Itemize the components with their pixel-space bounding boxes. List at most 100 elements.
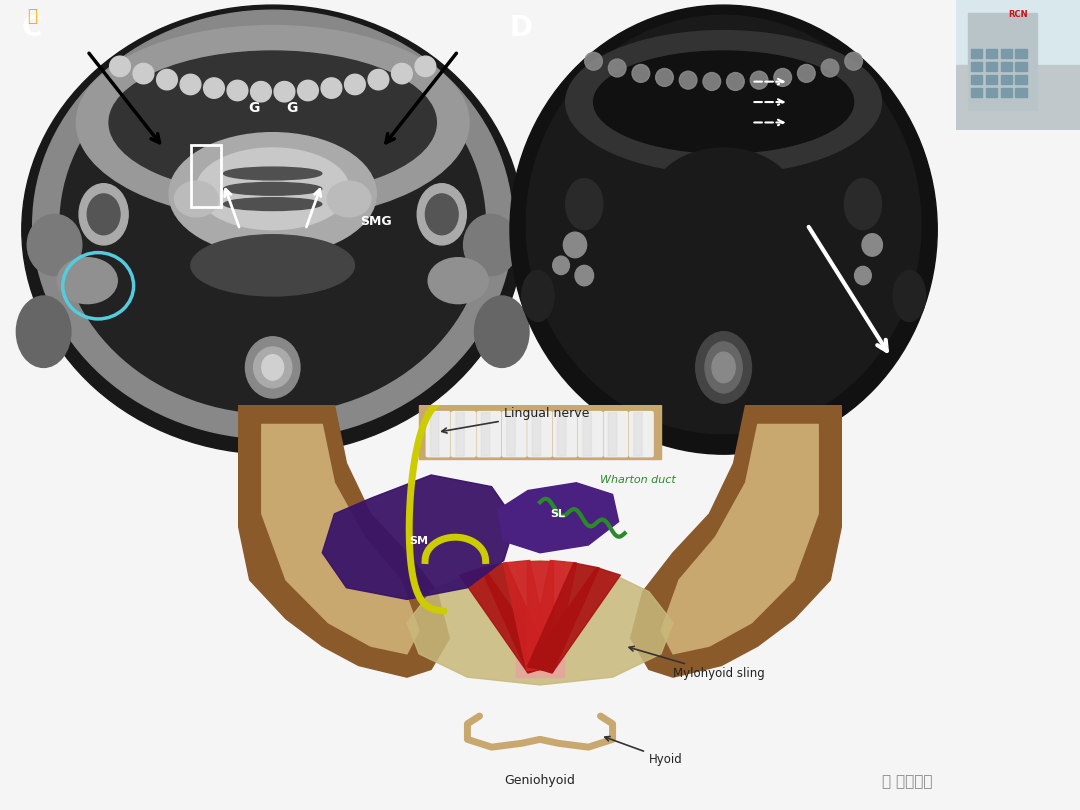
Ellipse shape xyxy=(656,69,673,87)
FancyBboxPatch shape xyxy=(557,412,566,456)
FancyBboxPatch shape xyxy=(431,412,438,456)
Ellipse shape xyxy=(705,342,742,393)
Ellipse shape xyxy=(60,36,485,413)
Ellipse shape xyxy=(110,56,131,77)
Text: Lingual nerve: Lingual nerve xyxy=(442,407,589,433)
Bar xyxy=(968,13,1037,110)
FancyBboxPatch shape xyxy=(482,412,490,456)
Circle shape xyxy=(564,232,586,258)
Ellipse shape xyxy=(751,71,768,89)
Ellipse shape xyxy=(845,179,881,230)
Text: G: G xyxy=(248,101,259,115)
FancyBboxPatch shape xyxy=(477,411,501,457)
FancyBboxPatch shape xyxy=(456,412,464,456)
Ellipse shape xyxy=(522,271,554,322)
FancyBboxPatch shape xyxy=(579,411,603,457)
Polygon shape xyxy=(516,561,564,677)
Ellipse shape xyxy=(845,53,863,70)
Bar xyxy=(986,75,997,84)
Bar xyxy=(971,49,982,58)
Ellipse shape xyxy=(774,69,792,87)
FancyBboxPatch shape xyxy=(532,412,541,456)
FancyBboxPatch shape xyxy=(583,412,592,456)
Bar xyxy=(956,65,1080,130)
Ellipse shape xyxy=(703,73,720,91)
Polygon shape xyxy=(481,563,553,672)
Ellipse shape xyxy=(608,59,626,77)
Ellipse shape xyxy=(510,5,937,454)
Ellipse shape xyxy=(87,194,120,235)
Text: Mylohyoid sling: Mylohyoid sling xyxy=(630,646,765,680)
Text: SM: SM xyxy=(409,536,429,546)
Ellipse shape xyxy=(893,271,926,322)
Circle shape xyxy=(553,256,569,275)
Polygon shape xyxy=(322,475,516,599)
Bar xyxy=(971,62,982,71)
Polygon shape xyxy=(503,561,553,671)
FancyBboxPatch shape xyxy=(451,411,475,457)
Bar xyxy=(986,49,997,58)
Text: 🐾 影领学苑: 🐾 影领学苑 xyxy=(882,774,932,789)
Ellipse shape xyxy=(224,167,322,180)
Ellipse shape xyxy=(197,148,349,229)
Ellipse shape xyxy=(57,258,118,304)
Text: G: G xyxy=(286,101,298,115)
Bar xyxy=(1000,49,1012,58)
Ellipse shape xyxy=(426,194,458,235)
Polygon shape xyxy=(527,563,599,672)
Text: Geniohyoid: Geniohyoid xyxy=(504,774,576,787)
FancyBboxPatch shape xyxy=(608,412,617,456)
Bar xyxy=(1015,88,1027,97)
Ellipse shape xyxy=(392,63,413,83)
Ellipse shape xyxy=(204,78,225,98)
Bar xyxy=(1000,88,1012,97)
Text: RCN: RCN xyxy=(1008,11,1028,19)
Ellipse shape xyxy=(649,148,798,260)
Circle shape xyxy=(854,266,872,285)
Bar xyxy=(986,88,997,97)
Bar xyxy=(986,62,997,71)
Ellipse shape xyxy=(727,73,744,91)
Ellipse shape xyxy=(463,215,518,275)
Ellipse shape xyxy=(79,184,129,245)
Ellipse shape xyxy=(157,70,177,90)
Bar xyxy=(971,88,982,97)
Ellipse shape xyxy=(224,182,322,195)
Circle shape xyxy=(862,234,882,256)
FancyBboxPatch shape xyxy=(427,411,450,457)
Ellipse shape xyxy=(227,80,247,100)
Polygon shape xyxy=(261,424,419,654)
Ellipse shape xyxy=(77,25,469,220)
Ellipse shape xyxy=(175,181,218,217)
Polygon shape xyxy=(661,424,819,654)
Text: C: C xyxy=(22,14,42,42)
Polygon shape xyxy=(460,568,552,673)
Polygon shape xyxy=(527,561,577,671)
Ellipse shape xyxy=(27,215,82,275)
Ellipse shape xyxy=(345,75,365,95)
Ellipse shape xyxy=(428,258,488,304)
Ellipse shape xyxy=(16,296,71,368)
Ellipse shape xyxy=(298,80,319,100)
Text: Hyoid: Hyoid xyxy=(605,736,683,765)
FancyBboxPatch shape xyxy=(507,412,515,456)
Bar xyxy=(1015,75,1027,84)
Bar xyxy=(1015,62,1027,71)
Polygon shape xyxy=(528,568,620,673)
Ellipse shape xyxy=(327,181,370,217)
Ellipse shape xyxy=(191,235,354,296)
Text: 龍: 龍 xyxy=(27,7,38,25)
FancyBboxPatch shape xyxy=(528,411,552,457)
FancyBboxPatch shape xyxy=(604,411,627,457)
Ellipse shape xyxy=(109,51,436,194)
FancyBboxPatch shape xyxy=(553,411,577,457)
Bar xyxy=(1000,62,1012,71)
Ellipse shape xyxy=(133,63,153,83)
Bar xyxy=(191,146,221,207)
Ellipse shape xyxy=(274,82,295,102)
Ellipse shape xyxy=(474,296,529,368)
Circle shape xyxy=(575,266,594,286)
Polygon shape xyxy=(238,405,449,677)
Ellipse shape xyxy=(32,11,513,439)
FancyBboxPatch shape xyxy=(502,411,526,457)
